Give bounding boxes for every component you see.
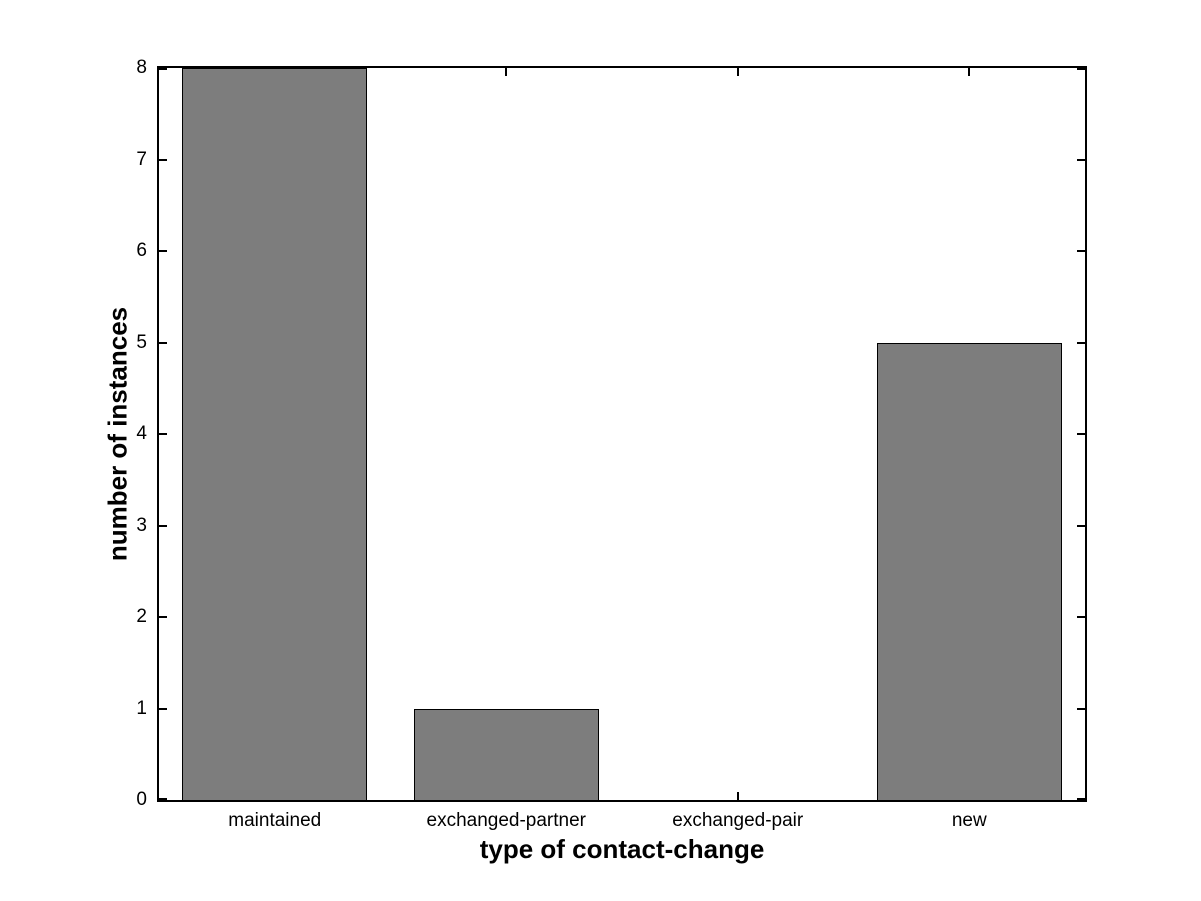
y-axis-tick-mark: [1077, 68, 1085, 70]
y-axis-tick-mark: [1077, 798, 1085, 800]
y-axis-tick-mark: [159, 524, 167, 527]
y-axis-tick-mark: [1077, 341, 1085, 344]
bar-exchanged-partner: [413, 708, 599, 800]
x-axis-tick-mark: [505, 68, 508, 76]
y-tick-label: 8: [136, 57, 147, 78]
plot-area: [157, 66, 1087, 802]
y-tick-label: 0: [136, 789, 147, 810]
y-tick-label: 6: [136, 240, 147, 261]
y-axis-tick-mark: [159, 341, 167, 344]
y-axis-tick-mark: [159, 616, 167, 618]
y-tick-label: 3: [136, 514, 147, 536]
y-axis-tick-mark: [159, 158, 167, 161]
bar-new: [876, 342, 1062, 800]
x-axis-tick-mark: [736, 68, 739, 76]
y-axis-tick-mark: [1077, 524, 1085, 527]
y-tick-label: 2: [136, 606, 147, 627]
x-axis-label: type of contact-change: [479, 834, 765, 864]
bar-maintained: [182, 68, 368, 800]
x-axis-tick-mark: [968, 68, 971, 76]
y-axis-tick-mark: [159, 68, 167, 70]
y-tick-label: 4: [136, 423, 147, 444]
x-tick-label: maintained: [228, 810, 322, 831]
y-axis-tick-mark: [159, 433, 167, 435]
y-axis-tick-mark: [1077, 616, 1085, 618]
y-axis-tick-mark: [1077, 707, 1085, 710]
x-axis-tick-mark: [736, 792, 739, 800]
y-tick-label: 1: [136, 697, 147, 719]
y-tick-label: 7: [136, 148, 147, 170]
y-axis-tick-mark: [159, 250, 167, 252]
y-axis-tick-mark: [159, 798, 167, 800]
y-axis-tick-mark: [159, 707, 167, 710]
y-axis-tick-mark: [1077, 250, 1085, 252]
x-tick-label: exchanged-partner: [426, 810, 587, 831]
x-tick-label: exchanged-pair: [672, 810, 804, 831]
y-axis-tick-mark: [1077, 158, 1085, 161]
y-tick-label: 5: [136, 331, 147, 353]
x-tick-label: new: [951, 810, 987, 831]
y-axis-tick-mark: [1077, 433, 1085, 435]
